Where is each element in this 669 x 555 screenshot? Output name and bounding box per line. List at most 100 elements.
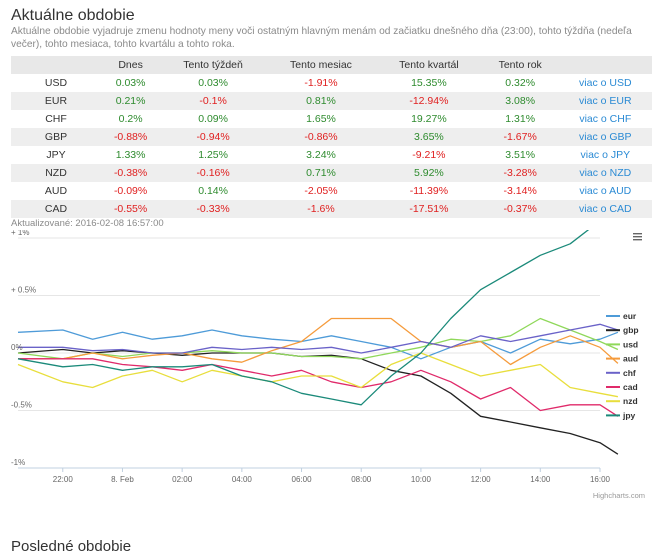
currency-detail-link[interactable]: viac o JPY: [580, 149, 631, 161]
change-value: -9.21%: [412, 149, 446, 161]
legend-label-usd[interactable]: usd: [623, 339, 638, 349]
change-value: 19.27%: [411, 113, 447, 125]
change-value: 0.03%: [115, 77, 146, 89]
legend-label-gbp[interactable]: gbp: [623, 325, 639, 335]
change-value: 0.14%: [198, 185, 228, 197]
header-this-week: Tento týždeň: [183, 59, 243, 71]
header-this-quarter: Tento kvartál: [399, 59, 459, 71]
x-tick-label: 12:00: [471, 475, 492, 484]
page-description: Aktuálne obdobie vyjadruje zmenu hodnoty…: [11, 26, 632, 50]
table-row: GBP -0.88% -0.94% -0.86% 3.65% -1.67% viac o G…: [11, 128, 652, 146]
table-row: JPY 1.33% 1.25% 3.24% -9.21% 3.51% viac o JPY: [11, 146, 652, 164]
x-tick-label: 10:00: [411, 475, 432, 484]
legend-label-cad[interactable]: cad: [623, 382, 638, 392]
legend-label-aud[interactable]: aud: [623, 354, 638, 364]
change-value: 3.24%: [306, 149, 336, 161]
next-section-title: Posledné obdobie: [11, 538, 132, 555]
legend-label-jpy[interactable]: jpy: [622, 410, 636, 420]
change-value: 0.32%: [505, 77, 536, 89]
series-line-cad[interactable]: [18, 358, 619, 417]
header-currency: [11, 56, 101, 74]
change-value: -12.94%: [409, 95, 449, 107]
x-tick-label: 04:00: [232, 475, 253, 484]
legend-label-eur[interactable]: eur: [623, 311, 637, 321]
change-value: 1.33%: [115, 149, 146, 161]
change-value: -0.55%: [113, 203, 148, 215]
change-value: 5.92%: [414, 167, 444, 179]
currency-detail-link[interactable]: viac o GBP: [579, 131, 632, 143]
change-value: 0.2%: [118, 113, 143, 125]
currency-detail-link[interactable]: viac o AUD: [579, 185, 632, 197]
y-tick-label: + 0.5%: [11, 286, 36, 295]
change-value: -17.51%: [409, 203, 449, 215]
change-value: -11.39%: [409, 185, 449, 197]
change-value: 0.03%: [198, 77, 228, 89]
table-row: EUR 0.21% -0.1% 0.81% -12.94% 3.08% viac o EUR: [11, 92, 652, 110]
series-line-usd[interactable]: [17, 317, 619, 360]
change-value: -0.33%: [196, 203, 230, 215]
change-value: 3.51%: [505, 149, 536, 161]
change-value: -0.86%: [304, 131, 338, 143]
change-value: -1.91%: [304, 77, 338, 89]
currency-detail-link[interactable]: viac o CAD: [579, 203, 632, 215]
currency-detail-link[interactable]: viac o EUR: [579, 95, 632, 107]
header-link: [559, 56, 652, 74]
series-line-aud[interactable]: [18, 317, 619, 366]
series-line-gbp[interactable]: [17, 348, 619, 455]
x-tick-label: 16:00: [590, 475, 611, 484]
change-value: -0.16%: [196, 167, 230, 179]
x-tick-label: 08:00: [351, 475, 372, 484]
table-row: CHF 0.2% 0.09% 1.65% 19.27% 1.31% viac o CHF: [11, 110, 652, 128]
currency-code: EUR: [44, 95, 68, 107]
header-this-year: Tento rok: [498, 59, 542, 71]
legend-label-nzd[interactable]: nzd: [623, 396, 638, 406]
change-value: 0.71%: [306, 167, 336, 179]
currency-code: GBP: [44, 131, 68, 143]
performance-table: Dnes Tento týždeň Tento mesiac Tento kva…: [11, 56, 652, 218]
change-value: -0.1%: [199, 95, 227, 107]
table-row: AUD -0.09% 0.14% -2.05% -11.39% -3.14% viac o …: [11, 182, 652, 200]
chart-credits[interactable]: Highcharts.com: [593, 491, 645, 500]
hamburger-menu-icon[interactable]: [633, 233, 642, 241]
change-value: -0.88%: [113, 131, 148, 143]
x-tick-label: 14:00: [530, 475, 551, 484]
y-tick-label: 0%: [11, 343, 23, 352]
series-line-eur[interactable]: [17, 329, 619, 360]
table-row: CAD -0.55% -0.33% -1.6% -17.51% -0.37% viac o …: [11, 200, 652, 218]
change-value: -3.28%: [503, 167, 537, 179]
legend-label-chf[interactable]: chf: [623, 368, 636, 378]
currency-code: USD: [44, 77, 68, 89]
table-row: USD 0.03% 0.03% -1.91% 15.35% 0.32% viac o USD: [11, 74, 652, 92]
series-line-jpy[interactable]: [17, 230, 618, 406]
y-tick-label: + 1%: [11, 230, 29, 237]
change-value: 0.81%: [306, 95, 336, 107]
currency-code: CHF: [45, 113, 67, 125]
currency-code: AUD: [44, 185, 68, 197]
currency-detail-link[interactable]: viac o CHF: [579, 113, 632, 125]
change-value: 3.08%: [505, 95, 536, 107]
change-value: -1.67%: [503, 131, 537, 143]
change-value: 1.31%: [505, 113, 536, 125]
change-value: -1.6%: [307, 203, 335, 215]
currency-line-chart: + 1% + 0.5% 0% -0.5% -1% 22:00 8. Feb 02:00 04:…: [11, 230, 645, 500]
x-tick-label: 22:00: [53, 475, 74, 484]
change-value: -0.94%: [196, 131, 230, 143]
series-line-chf[interactable]: [18, 323, 619, 354]
header-today: Dnes: [118, 59, 143, 71]
x-tick-label: 02:00: [172, 475, 193, 484]
currency-detail-link[interactable]: viac o NZD: [579, 167, 632, 179]
updated-timestamp: Aktualizované: 2016-02-08 16:57:00: [11, 218, 164, 229]
header-this-month: Tento mesiac: [290, 59, 352, 71]
table-header-row: Dnes Tento týždeň Tento mesiac Tento kva…: [11, 56, 652, 74]
x-tick-label: 8. Feb: [111, 475, 134, 484]
change-value: -0.09%: [113, 185, 148, 197]
change-value: 1.25%: [198, 149, 228, 161]
page-title: Aktuálne obdobie: [11, 7, 135, 24]
change-value: -2.05%: [304, 185, 338, 197]
table-row: NZD -0.38% -0.16% 0.71% 5.92% -3.28% viac o NZ…: [11, 164, 652, 182]
change-value: -0.38%: [113, 167, 148, 179]
x-tick-label: 06:00: [292, 475, 313, 484]
change-value: -3.14%: [503, 185, 537, 197]
currency-detail-link[interactable]: viac o USD: [579, 77, 632, 89]
series-line-nzd[interactable]: [17, 352, 619, 398]
